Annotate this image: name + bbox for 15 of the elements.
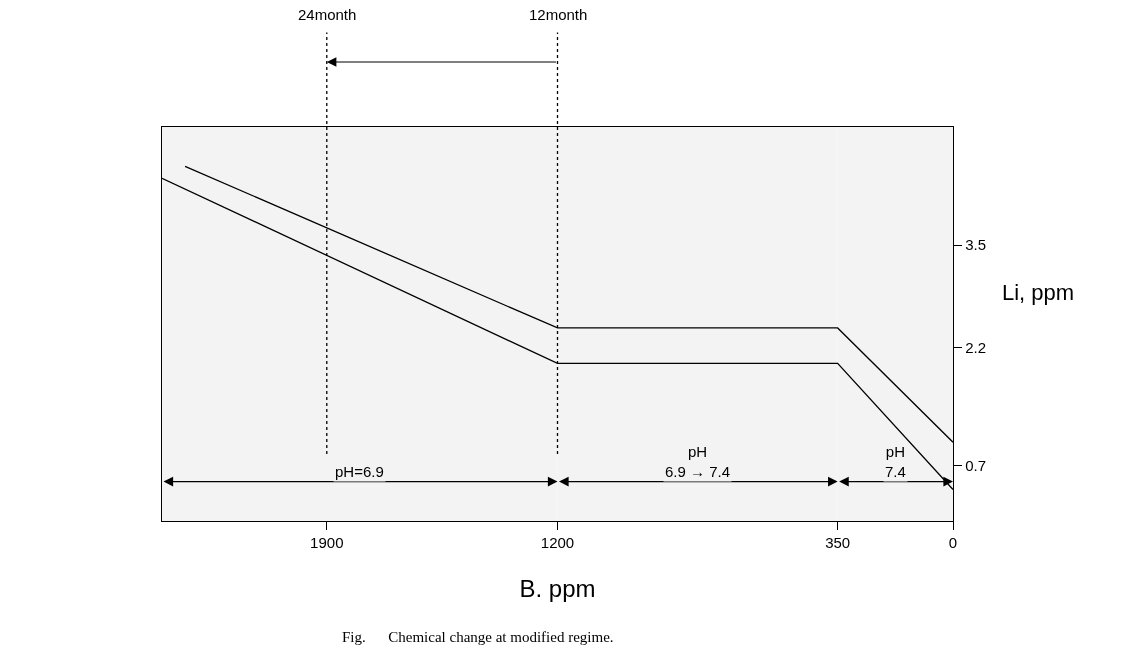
band-label: pH=6.9 bbox=[335, 463, 384, 480]
y-tick-label: 3.5 bbox=[965, 236, 987, 254]
ref-line-label: 24month bbox=[298, 6, 357, 23]
text: Fig. Chemical change at modified regime. bbox=[342, 629, 614, 645]
band-label: pH 7.4 bbox=[885, 443, 906, 480]
x-tick-label: 1900 bbox=[310, 534, 344, 552]
ref-line-label: 12month bbox=[529, 6, 588, 23]
x-tick-label: 350 bbox=[825, 534, 851, 552]
x-tick-label: 0 bbox=[948, 534, 958, 552]
y-axis-title: Li, ppm bbox=[1002, 280, 1075, 305]
x-axis-title: B. ppm bbox=[519, 575, 596, 603]
band-label: pH 6.9 → 7.4 bbox=[665, 443, 731, 480]
y-tick-label: 0.7 bbox=[965, 457, 987, 475]
x-tick-label: 1200 bbox=[540, 534, 575, 552]
y-tick-label: 2.2 bbox=[965, 338, 987, 356]
